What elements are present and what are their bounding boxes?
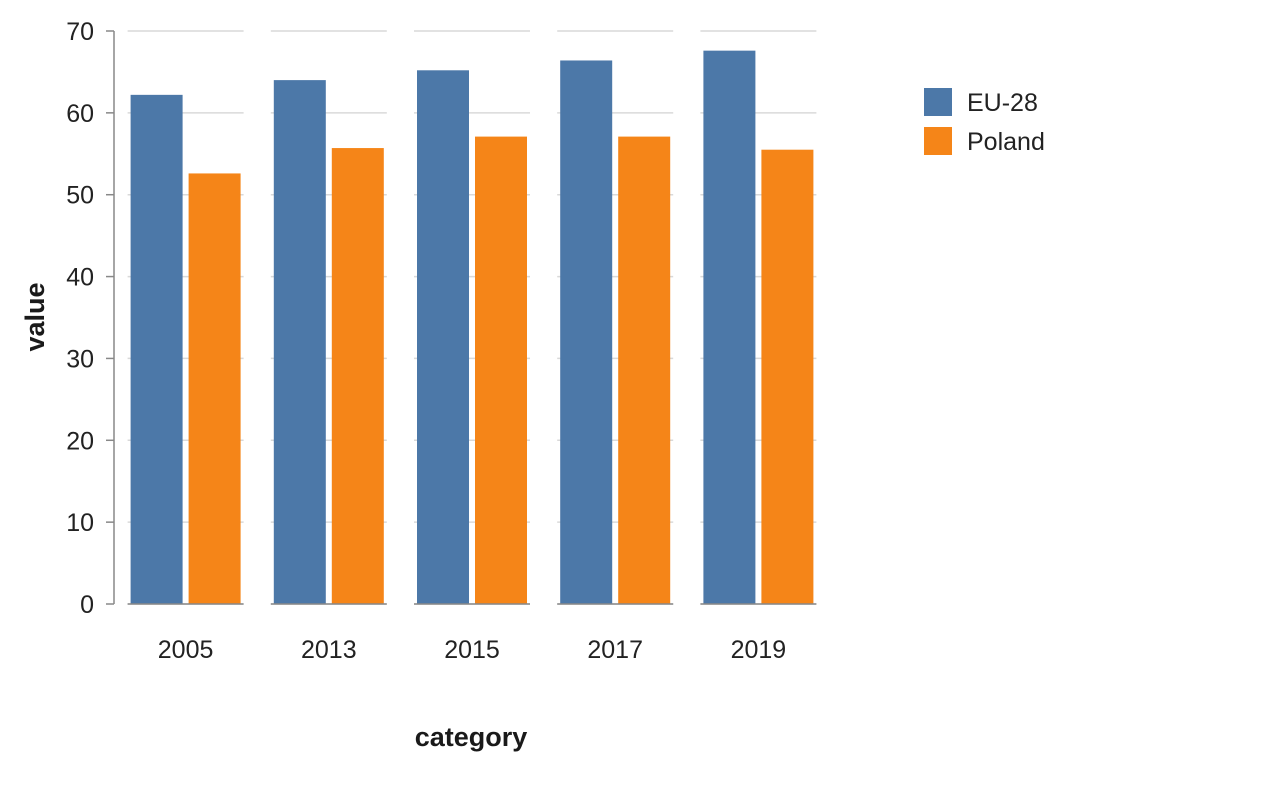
y-tick-label: 70 [66, 18, 94, 46]
bar-poland-2017 [618, 136, 671, 605]
y-tick-label: 30 [66, 345, 94, 373]
y-tick-label: 10 [66, 509, 94, 537]
axes: 2005 2013 2015 2017 2019 0 10 20 30 40 50 60 70 [66, 18, 817, 664]
x-tick-label: 2015 [444, 636, 500, 664]
bar-eu-28-2019 [703, 50, 756, 605]
y-tick-label: 60 [66, 100, 94, 128]
y-axis-label: value [20, 282, 50, 351]
legend-label: Poland [967, 128, 1045, 156]
bar-poland-2013 [331, 148, 384, 604]
y-tick-label: 50 [66, 182, 94, 210]
bar-eu-28-2013 [273, 80, 326, 605]
legend-label: EU-28 [967, 89, 1038, 117]
bars [130, 50, 814, 605]
x-tick-label: 2013 [301, 636, 357, 664]
bar-eu-28-2005 [130, 94, 183, 604]
y-tick-label: 40 [66, 264, 94, 292]
x-tick-label: 2019 [731, 636, 787, 664]
y-tick-label: 20 [66, 427, 94, 455]
x-tick-label: 2017 [587, 636, 643, 664]
legend: EU-28 Poland [924, 88, 1045, 156]
legend-swatch-eu-28 [924, 88, 952, 116]
bar-poland-2019 [761, 149, 814, 604]
y-tick-label: 0 [80, 591, 94, 619]
bar-eu-28-2017 [560, 60, 613, 605]
x-tick-label: 2005 [158, 636, 214, 664]
bar-poland-2015 [475, 136, 527, 605]
legend-swatch-poland [924, 127, 952, 155]
x-axis-label: category [415, 722, 528, 752]
bar-poland-2005 [188, 173, 241, 604]
bar-eu-28-2015 [417, 70, 469, 604]
